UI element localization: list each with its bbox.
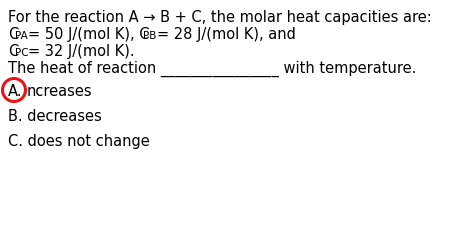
- Text: = 28 J/(mol K), and: = 28 J/(mol K), and: [157, 27, 296, 42]
- Text: PA: PA: [16, 31, 28, 41]
- Text: = 32 J/(mol K).: = 32 J/(mol K).: [28, 44, 135, 59]
- Text: A.: A.: [8, 84, 22, 99]
- Text: For the reaction A → B + C, the molar heat capacities are:: For the reaction A → B + C, the molar he…: [8, 10, 432, 25]
- Text: = 50 J/(mol K), C: = 50 J/(mol K), C: [28, 27, 149, 42]
- Text: C: C: [8, 44, 18, 59]
- Text: PC: PC: [16, 48, 29, 58]
- Text: B. decreases: B. decreases: [8, 109, 102, 124]
- Text: C: C: [8, 27, 18, 42]
- Text: The heat of reaction ________________ with temperature.: The heat of reaction ________________ wi…: [8, 61, 416, 77]
- Text: ncreases: ncreases: [27, 84, 92, 99]
- Text: C. does not change: C. does not change: [8, 134, 150, 149]
- Text: PB: PB: [143, 31, 156, 41]
